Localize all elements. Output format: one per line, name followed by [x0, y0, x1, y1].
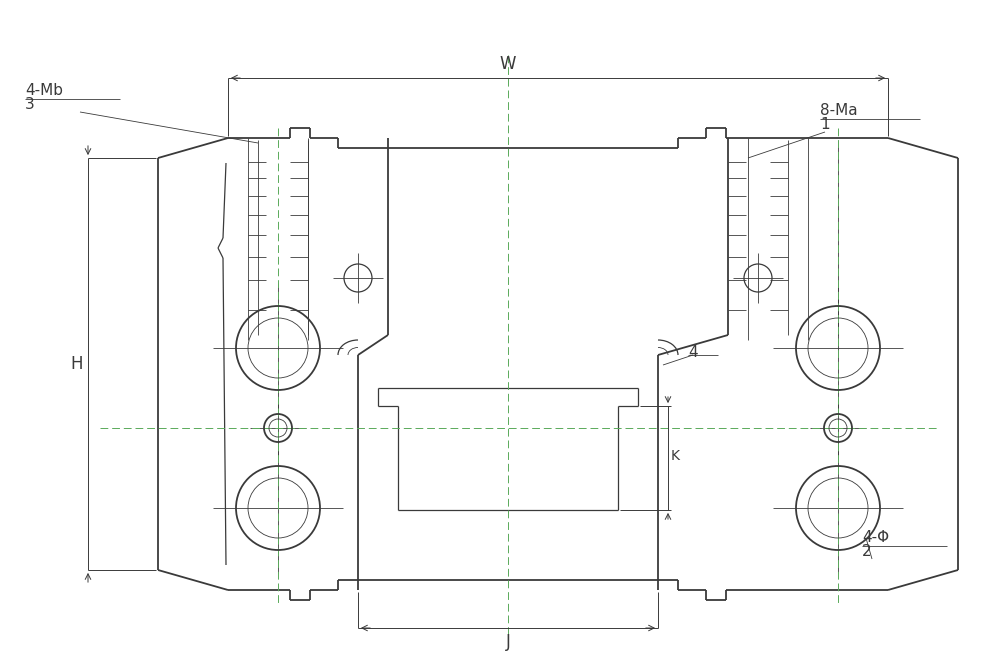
Text: 8-Ma: 8-Ma [820, 103, 858, 118]
Text: 3: 3 [25, 97, 35, 112]
Text: 1: 1 [820, 117, 830, 132]
Text: K: K [671, 449, 680, 463]
Text: H: H [71, 355, 83, 373]
Text: 2: 2 [862, 544, 872, 559]
Text: J: J [506, 633, 510, 651]
Text: W: W [500, 55, 516, 73]
Text: 4: 4 [688, 344, 698, 359]
Text: 4-Φ: 4-Φ [862, 530, 889, 545]
Text: 4-Mb: 4-Mb [25, 83, 63, 98]
